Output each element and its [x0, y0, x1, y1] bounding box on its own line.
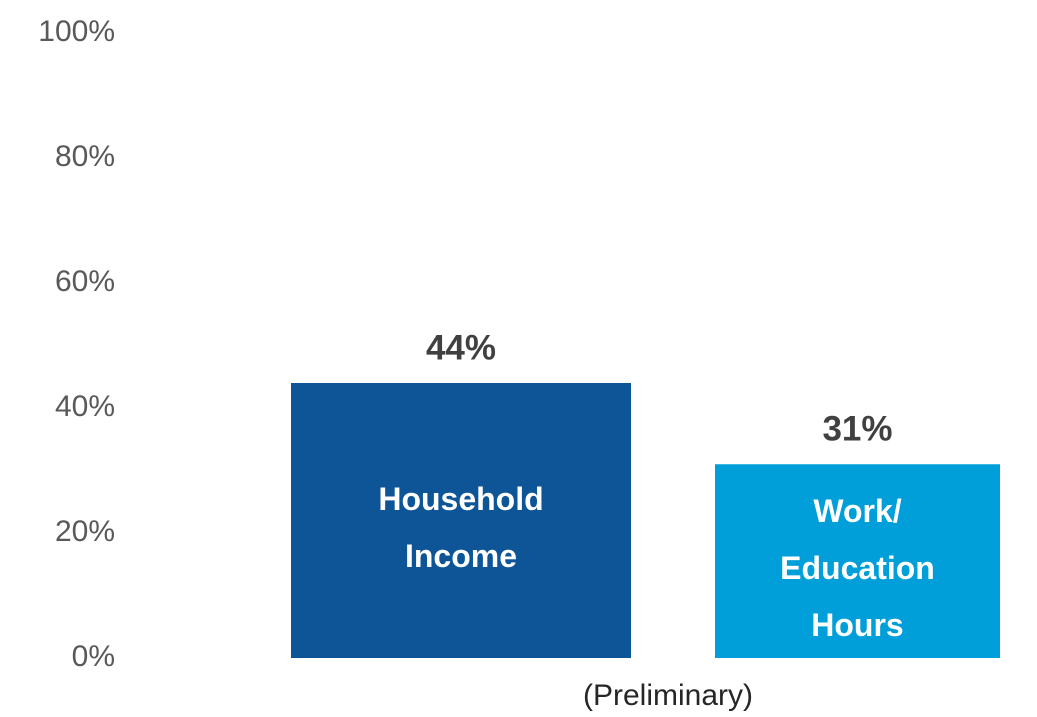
y-tick-label: 0%: [72, 640, 115, 673]
bar: [715, 464, 1000, 658]
bar: [291, 383, 631, 658]
category-label: Work/Education Hours: [780, 494, 935, 644]
x-axis-label: (Preliminary): [583, 679, 753, 712]
y-tick-label: 40%: [55, 390, 115, 423]
value-label: 31%: [822, 410, 892, 449]
y-tick-label: 100%: [38, 15, 115, 48]
y-tick-label: 60%: [55, 265, 115, 298]
category-label: Household Income: [378, 481, 543, 574]
y-tick-label: 80%: [55, 140, 115, 173]
value-label: 44%: [426, 328, 496, 367]
y-tick-label: 20%: [55, 515, 115, 548]
